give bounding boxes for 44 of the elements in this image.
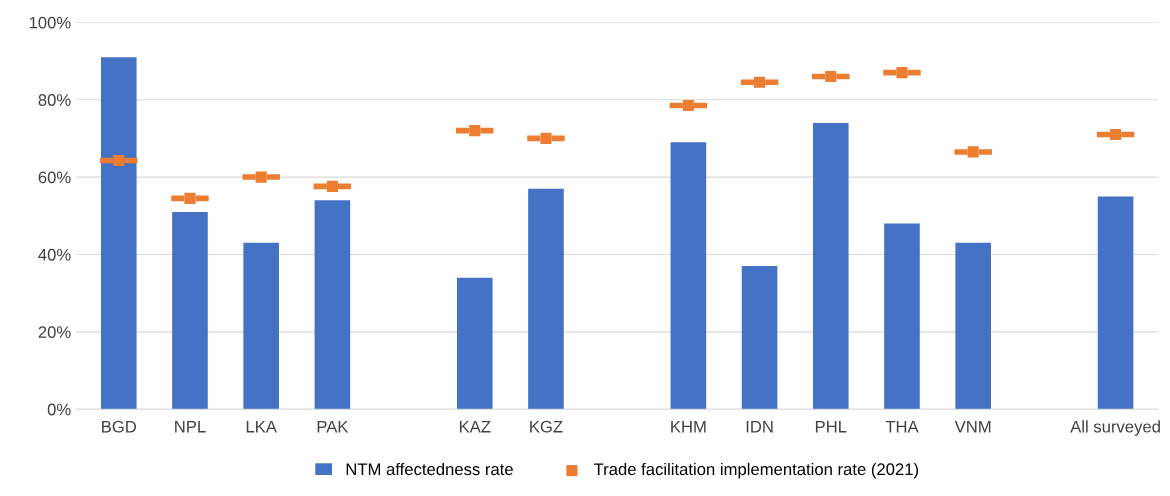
point	[184, 192, 196, 204]
point	[682, 99, 694, 112]
point	[255, 171, 267, 183]
bar	[741, 266, 778, 410]
x-tick-label: PAK	[317, 420, 349, 433]
point	[113, 154, 125, 166]
bar	[172, 211, 208, 410]
point	[825, 70, 837, 83]
y-tick-label: 40%	[38, 248, 71, 261]
x-tick-label: KAZ	[459, 420, 491, 433]
bar	[1097, 196, 1134, 410]
point	[326, 180, 338, 192]
bar	[884, 223, 920, 410]
x-tick-label: KGZ	[530, 420, 563, 433]
point	[896, 67, 908, 79]
x-tick-label: BGD	[102, 420, 137, 433]
x-tick-label: PHL	[815, 420, 847, 433]
bar	[528, 188, 564, 410]
legend-label: NTM affectedness rate	[346, 462, 513, 476]
point	[540, 132, 552, 144]
bar	[314, 200, 351, 410]
bar	[955, 242, 991, 410]
bar	[670, 142, 707, 410]
x-tick-label: VNM	[954, 420, 991, 433]
y-tick-label: 100%	[29, 16, 71, 29]
x-tick-label: IDN	[746, 420, 773, 433]
point	[1110, 128, 1122, 141]
bar	[456, 277, 493, 410]
bar	[812, 122, 849, 410]
x-tick-label: LKA	[246, 420, 277, 433]
x-tick-label: NPL	[175, 420, 206, 433]
legend-label: Trade facilitation implementation rate (2021)	[593, 462, 919, 479]
bar	[100, 57, 137, 410]
bar	[243, 242, 279, 410]
point	[754, 76, 766, 88]
y-tick-label: 20%	[38, 326, 71, 339]
x-tick-label: THA	[885, 420, 919, 433]
x-tick-label: All surveyed	[1070, 420, 1160, 436]
y-tick-label: 80%	[38, 94, 71, 106]
point	[967, 146, 979, 158]
point	[469, 125, 481, 137]
x-tick-label: KHM	[671, 420, 706, 433]
y-tick-label: 60%	[38, 171, 71, 184]
y-tick-label: 0%	[47, 403, 71, 416]
